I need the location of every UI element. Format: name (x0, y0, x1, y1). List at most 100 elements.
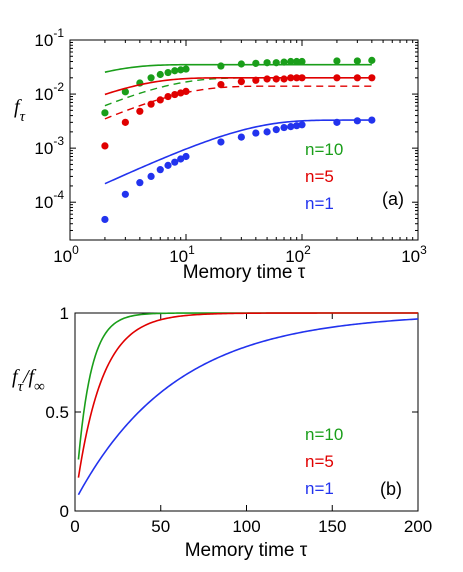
panel-b: 0 50 100 150 200 00.51 n=10n=5n=1 (b) Memory… (12, 304, 432, 561)
panel-a: 100 101 102 103 10-410-310-210-1 n=10n=5n=1… (14, 26, 427, 283)
data-point (298, 57, 306, 66)
data-point (272, 126, 280, 134)
x-tick-label-exp: 1 (188, 243, 195, 257)
data-point (298, 74, 306, 82)
panel-a-series (101, 56, 376, 224)
data-point (217, 80, 225, 89)
x-tick-label-base: 10 (401, 247, 420, 266)
data-point (333, 118, 341, 126)
y-tick-label: 0 (60, 502, 69, 521)
data-point (368, 116, 376, 124)
y-tick-label: 10-2 (34, 80, 64, 104)
data-point (177, 66, 185, 74)
data-point (368, 56, 376, 64)
data-point (280, 123, 288, 132)
x-tick-label: 200 (404, 517, 432, 536)
x-tick-label: 103 (401, 243, 427, 266)
curve-n=1 (77, 318, 419, 496)
x-tick-label: 150 (318, 517, 346, 536)
data-point (252, 76, 260, 84)
y-tick-label-exp: -3 (53, 134, 64, 148)
data-point (121, 190, 129, 198)
fit-line-n=5 (104, 76, 372, 96)
legend-entry-n=1: n=1 (305, 194, 334, 213)
panel-a-label: (a) (382, 189, 404, 209)
data-point (237, 78, 245, 86)
panel-b-series (77, 312, 419, 496)
legend-entry-n=5: n=5 (305, 167, 334, 186)
data-point (156, 96, 164, 104)
data-point (217, 138, 225, 146)
data-point (101, 109, 109, 117)
data-point (171, 158, 179, 166)
x-tick-label-base: 10 (53, 247, 72, 266)
panel-a-legend: n=10 n=5 n=1 (305, 140, 343, 213)
data-point (164, 68, 172, 77)
data-point (121, 118, 129, 126)
panel-a-frame (69, 39, 419, 241)
x-tick-label-exp: 2 (304, 243, 311, 257)
data-point (293, 122, 301, 130)
data-point (272, 59, 280, 67)
y-tick-label-exp: -2 (53, 80, 64, 94)
x-tick-label-base: 10 (285, 247, 304, 266)
data-point (147, 172, 155, 181)
data-point (217, 62, 225, 70)
panel-b-y-axis-label-mid: /f (22, 366, 37, 388)
x-tick-label-exp: 0 (72, 243, 79, 257)
data-point (237, 133, 245, 141)
data-point (272, 75, 280, 83)
panel-a-y-axis-label-sub: τ (20, 109, 26, 125)
data-point (252, 129, 260, 137)
x-tick-label: 50 (151, 517, 170, 536)
data-point (237, 60, 245, 68)
fit-line-n=1 (104, 119, 372, 185)
curve-n=5 (77, 312, 418, 478)
data-point (293, 74, 301, 82)
data-point (280, 75, 288, 83)
legend-entry-n=1: n=1 (305, 479, 334, 498)
y-tick-label: 10-3 (34, 134, 64, 158)
x-tick-label: 100 (232, 517, 260, 536)
y-tick-label-base: 10 (34, 193, 53, 212)
data-point (263, 59, 271, 67)
panel-b-y-axis-label-sub2: ∞ (34, 379, 45, 395)
data-point (287, 57, 295, 66)
y-tick-label: 1 (60, 304, 69, 323)
panel-b-legend: n=10 n=5 n=1 (305, 425, 343, 498)
data-point (287, 123, 295, 131)
y-tick-label-base: 10 (34, 139, 53, 158)
panel-b-y-ticks: 00.51 (45, 304, 418, 521)
data-point (171, 90, 179, 99)
legend-entry-n=10: n=10 (305, 140, 343, 159)
panel-b-x-axis-label: Memory time τ (185, 540, 308, 561)
data-point (156, 70, 164, 79)
data-point (280, 58, 288, 66)
data-point (171, 67, 179, 75)
panel-a-y-ticks: 10-410-310-210-1 (34, 26, 418, 241)
x-tick-label: 0 (70, 517, 79, 536)
legend-entry-n=5: n=5 (305, 452, 334, 471)
y-tick-label-base: 10 (34, 31, 53, 50)
data-point (136, 179, 144, 187)
data-point (147, 74, 155, 82)
y-tick-label: 10-4 (34, 188, 64, 212)
panel-b-frame (74, 312, 419, 512)
y-tick-label: 0.5 (45, 403, 69, 422)
data-point (333, 57, 341, 65)
data-point (353, 117, 361, 125)
data-point (333, 74, 341, 82)
data-point (182, 65, 190, 73)
data-point (298, 121, 306, 129)
data-point (147, 100, 155, 108)
y-tick-label-base: 10 (34, 85, 53, 104)
data-point (182, 87, 190, 96)
data-point (368, 74, 376, 82)
data-point (263, 128, 271, 136)
panel-b-y-axis-label: fτ/f∞ (12, 366, 45, 395)
data-point (121, 88, 129, 96)
panel-a-y-axis-label: fτ (14, 96, 26, 125)
x-tick-label-base: 10 (169, 247, 188, 266)
panel-a-x-ticks: 100 101 102 103 (53, 40, 427, 266)
x-tick-label: 100 (53, 243, 79, 266)
